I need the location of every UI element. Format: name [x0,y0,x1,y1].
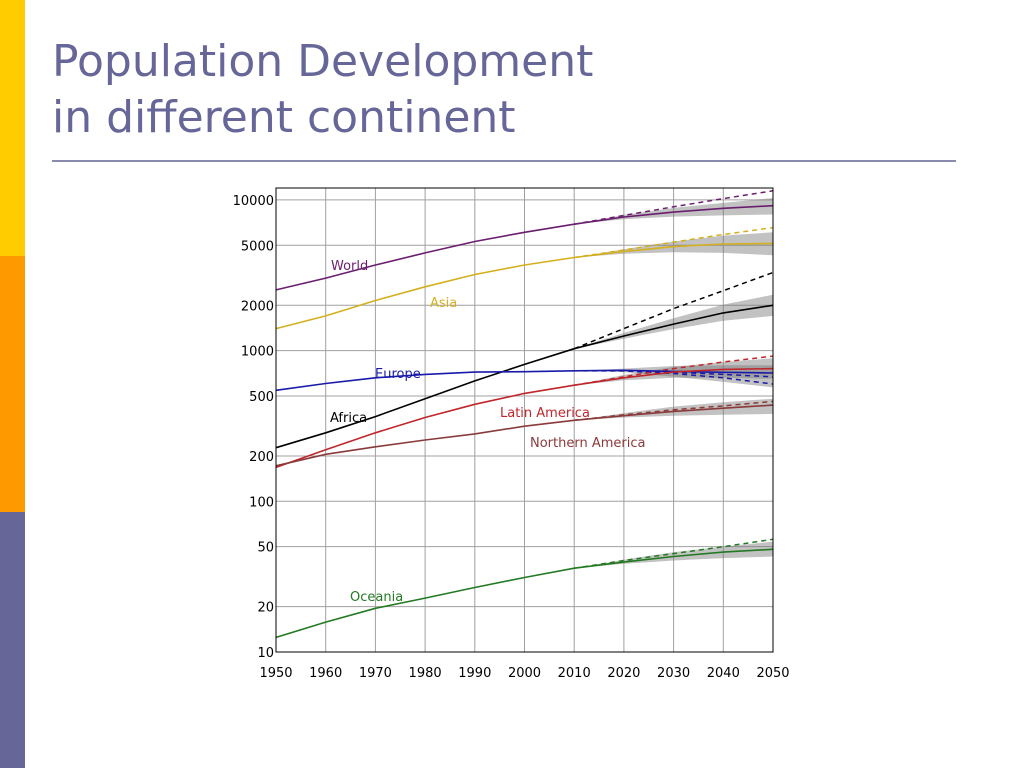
y-tick-label-200: 200 [249,450,274,465]
y-tick-label-100: 100 [249,495,274,510]
projection-low-europe [574,370,774,385]
slide-title-line-1: Population Development [52,36,594,87]
chart-series-lines [275,204,774,639]
y-tick-label-10: 10 [257,646,274,661]
line-latin-america [275,367,774,469]
projection-high-world [574,190,774,225]
slide-title-line-2: in different continent [52,92,516,143]
x-tick-label-2010: 2010 [558,666,591,681]
plot-frame [275,187,774,653]
series-label-oceania: Oceania [350,590,403,605]
accent-stripe-yellow [0,0,25,256]
y-tick-label-500: 500 [249,390,274,405]
line-world [275,204,774,291]
series-label-latin-america: Latin America [500,406,590,421]
projection-high-oceania [574,538,774,569]
y-tick-label-1000: 1000 [241,345,274,360]
series-label-europe: Europe [375,367,421,382]
title-divider [52,160,956,162]
y-tick-label-50: 50 [257,541,274,556]
projection-high-northern-america [574,400,774,422]
x-tick-label-1950: 1950 [259,666,292,681]
line-africa [275,304,774,449]
chart-tick-labels: 1950 1960 1970 1980 1990 2000 2010 2020 2030 2040… [233,194,790,681]
line-oceania [275,548,774,639]
series-label-northern-america: Northern America [530,436,645,451]
series-label-asia: Asia [430,296,457,311]
line-asia [275,242,774,330]
y-tick-label-5000: 5000 [241,239,274,254]
y-tick-label-2000: 2000 [241,299,274,314]
y-tick-label-20: 20 [257,601,274,616]
x-tick-label-2050: 2050 [756,666,789,681]
slide-title: Population Development in different cont… [52,34,593,146]
projection-high-latin-america [574,355,774,386]
x-tick-label-1960: 1960 [309,666,342,681]
line-northern-america [275,404,774,467]
accent-stripe-purple [0,512,25,768]
x-tick-label-2020: 2020 [607,666,640,681]
x-tick-label-1990: 1990 [458,666,491,681]
series-label-world: World [331,259,368,274]
x-tick-label-1970: 1970 [359,666,392,681]
series-label-africa: Africa [330,411,367,426]
accent-stripe-orange [0,256,25,512]
x-tick-label-2040: 2040 [707,666,740,681]
x-tick-label-2030: 2030 [657,666,690,681]
projection-high-asia [574,226,774,259]
x-tick-label-2000: 2000 [508,666,541,681]
y-tick-label-10000: 10000 [233,194,274,209]
x-tick-label-1980: 1980 [409,666,442,681]
